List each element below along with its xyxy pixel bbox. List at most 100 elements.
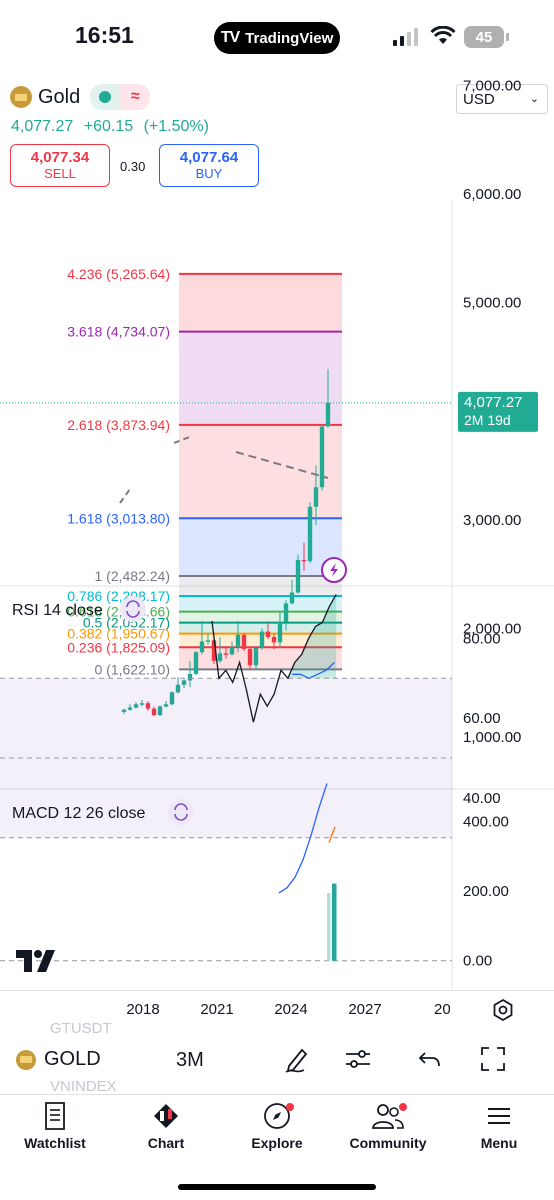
currency-select[interactable]: USD ⌄: [456, 84, 548, 114]
buy-price: 4,077.64: [179, 149, 239, 167]
candle-body: [181, 680, 187, 685]
toolbar-symbol: GOLD: [44, 1048, 101, 1070]
symbol-badges[interactable]: ≈: [90, 84, 151, 110]
last-price-badge: [458, 391, 538, 432]
app-indicator-pill[interactable]: TV TradingView: [214, 22, 340, 54]
time-tick: 2021: [200, 1001, 234, 1018]
macd-histogram-bar: [327, 892, 331, 961]
tab-label: Chart: [147, 1135, 185, 1151]
price-change-pct: (+1.50%): [143, 118, 209, 135]
price-axis-tick: 5,000.00: [463, 295, 521, 312]
candle-body: [313, 487, 319, 507]
sell-price: 4,077.34: [30, 149, 90, 167]
candle-body: [223, 653, 229, 655]
trend-line-drawing: [235, 451, 329, 479]
candle-body: [295, 559, 301, 593]
tab-chart[interactable]: Chart: [116, 1101, 216, 1151]
undo-icon[interactable]: [416, 1044, 444, 1074]
tab-label: Community: [349, 1135, 427, 1151]
symbol-switcher[interactable]: GOLD: [16, 1048, 101, 1071]
chart-settings-icon[interactable]: [490, 997, 516, 1023]
candle-body: [187, 673, 193, 681]
fib-zone: [179, 575, 342, 596]
macd-signal-line: [328, 826, 336, 843]
battery-tip: [506, 33, 509, 41]
time-axis[interactable]: 2018 2021 2024 2027 2030: [0, 990, 554, 1030]
price-axis-tick: 3,000.00: [463, 512, 521, 529]
sell-button[interactable]: 4,077.34 SELL: [10, 144, 110, 187]
tab-explore[interactable]: Explore: [227, 1101, 327, 1151]
app-indicator-label: TradingView: [245, 29, 334, 47]
status-bar: 16:51 TV TradingView 45: [0, 0, 554, 76]
fib-level-label: 1 (2,482.24): [95, 568, 171, 584]
candle-body: [319, 426, 325, 488]
notification-dot: [399, 1103, 407, 1111]
tab-menu[interactable]: Menu: [449, 1101, 549, 1151]
symbol-carousel-next[interactable]: VNINDEX: [50, 1078, 117, 1095]
tab-watchlist[interactable]: Watchlist: [5, 1101, 105, 1151]
macd-axis-tick: 200.00: [463, 883, 509, 900]
status-time: 16:51: [75, 22, 134, 48]
fib-level-label: 0.382 (1,950.67): [67, 626, 170, 642]
candle-body: [193, 652, 199, 674]
fib-zone: [179, 611, 342, 623]
rsi-refresh-button: [120, 596, 146, 622]
battery-icon: 45: [464, 26, 504, 48]
candle-body: [121, 709, 127, 712]
market-open-icon[interactable]: [90, 84, 121, 110]
indicators-icon[interactable]: [343, 1044, 373, 1074]
watchlist-icon: [45, 1102, 65, 1130]
quote-line: 4,077.27 +60.15 (+1.50%): [11, 118, 209, 136]
symbol-name[interactable]: Gold: [38, 85, 81, 108]
last-price: 4,077.27: [11, 118, 74, 135]
drawing-tools-icon[interactable]: [282, 1044, 312, 1074]
bar-countdown-label: 2M 19d: [464, 412, 511, 428]
macd-histogram-bar: [332, 883, 337, 961]
tab-label: Explore: [251, 1135, 303, 1151]
candle-body: [259, 631, 265, 648]
fib-zone: [179, 595, 342, 612]
rsi-line: [211, 594, 337, 723]
candle-body: [283, 603, 289, 622]
candle-body: [163, 704, 169, 707]
time-tick: 2024: [274, 1001, 308, 1018]
fib-level-label: 0.236 (1,825.09): [67, 639, 170, 655]
fib-level-label: 0.786 (2,298.17): [67, 588, 170, 604]
candle-body: [199, 641, 205, 653]
candle-body: [307, 506, 313, 562]
fib-level-label: 2.618 (3,873.94): [67, 417, 170, 433]
time-tick: 2030: [434, 1001, 450, 1018]
candle-body: [151, 708, 157, 716]
symbol-carousel-prev[interactable]: GTUSDT: [50, 1020, 112, 1037]
tab-community[interactable]: Community: [338, 1101, 438, 1151]
chart-tab-icon: [154, 1104, 178, 1128]
spread-value: 0.30: [120, 159, 146, 174]
rsi-ma-line: [292, 661, 335, 680]
fib-level-label: 4.236 (5,265.64): [67, 266, 170, 282]
candle-body: [247, 648, 253, 666]
chart-area[interactable]: 7,000.00 6,000.00 5,000.00 3,000.00 2,000.00…: [0, 76, 554, 990]
candle-body: [145, 703, 151, 709]
macd-title: MACD 12 26 close: [12, 805, 145, 822]
sell-label: SELL: [44, 165, 76, 181]
fullscreen-icon[interactable]: [478, 1044, 508, 1074]
tab-label: Watchlist: [24, 1135, 86, 1151]
symbol-header[interactable]: Gold ≈: [10, 84, 151, 110]
data-delay-icon[interactable]: ≈: [120, 84, 151, 110]
fib-level-label: 0 (1,622.10): [95, 661, 171, 677]
fib-zone: [179, 331, 342, 425]
community-icon: [372, 1104, 404, 1129]
cellular-signal-icon: [393, 28, 418, 46]
tradingview-logo-icon: TV: [220, 29, 240, 46]
candle-body: [157, 706, 163, 716]
rsi-axis-tick: 80.00: [463, 630, 501, 647]
buy-button[interactable]: 4,077.64 BUY: [159, 144, 259, 187]
candle-body: [265, 631, 271, 638]
interval-selector[interactable]: 3M: [176, 1049, 204, 1071]
candle-body: [139, 703, 145, 705]
trend-line-drawing: [173, 435, 193, 444]
time-tick: 2018: [126, 1001, 160, 1018]
price-axis-tick: 1,000.00: [463, 729, 521, 746]
gold-symbol-icon: [10, 86, 32, 108]
bottom-tab-bar: Watchlist Chart Explore Community: [0, 1094, 554, 1200]
